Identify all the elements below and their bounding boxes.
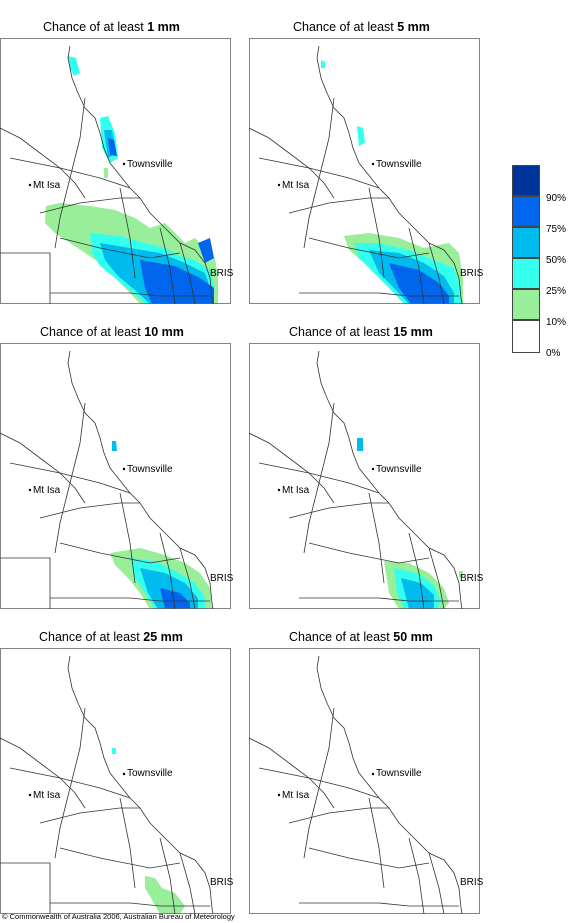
townsville-dot [123,773,125,775]
label-bris-10mm: BRIS [210,573,233,584]
boundaries [249,344,480,610]
label-mt-isa-25mm: Mt Isa [33,790,60,801]
townsville-dot [372,163,374,165]
legend-swatch-50 [512,227,540,258]
label-townsville-5mm: Townsville [376,159,422,170]
rain-shading [321,60,463,304]
mt-isa-dot [29,794,31,796]
label-townsville-10mm: Townsville [127,464,173,475]
townsville-dot [123,163,125,165]
panel-title-25mm: Chance of at least 25 mm [39,630,183,644]
boundaries [0,649,231,915]
boundaries [249,649,480,915]
panel-title-50mm: Chance of at least 50 mm [289,630,433,644]
label-mt-isa-50mm: Mt Isa [282,790,309,801]
mt-isa-dot [278,489,280,491]
label-bris-50mm: BRIS [460,877,483,888]
copyright-footer: © Commonwealth of Australia 2006, Austra… [2,912,235,921]
legend-swatch-0 [512,320,540,353]
legend-label-25: 25% [546,286,566,297]
rain-shading [45,56,218,304]
map-panel-15mm [249,343,480,609]
panel-title-15mm: Chance of at least 15 mm [289,325,433,339]
map-panel-25mm [0,648,231,914]
mt-isa-dot [29,489,31,491]
panel-title-5mm: Chance of at least 5 mm [293,20,430,34]
label-bris-25mm: BRIS [210,877,233,888]
label-mt-isa-5mm: Mt Isa [282,180,309,191]
map-panel-5mm [249,38,480,304]
townsville-dot [123,468,125,470]
map-panel-50mm [249,648,480,914]
label-bris-5mm: BRIS [460,268,483,279]
label-townsville-15mm: Townsville [376,464,422,475]
legend-label-75: 75% [546,224,566,235]
map-panel-10mm [0,343,231,609]
label-townsville-1mm: Townsville [127,159,173,170]
mt-isa-dot [278,794,280,796]
legend-label-50: 50% [546,255,566,266]
label-bris-1mm: BRIS [210,268,233,279]
legend-swatch-10 [512,289,540,320]
legend-swatch-90 [512,165,540,196]
boundaries [0,344,231,610]
mt-isa-dot [278,184,280,186]
label-mt-isa-1mm: Mt Isa [33,180,60,191]
legend-swatch-75 [512,196,540,227]
panel-title-10mm: Chance of at least 10 mm [40,325,184,339]
townsville-dot [372,468,374,470]
legend-label-10: 10% [546,317,566,328]
label-townsville-25mm: Townsville [127,768,173,779]
legend [512,165,540,353]
legend-label-0: 0% [546,348,560,359]
label-mt-isa-10mm: Mt Isa [33,485,60,496]
panel-title-1mm: Chance of at least 1 mm [43,20,180,34]
map-panel-1mm [0,38,231,304]
label-mt-isa-15mm: Mt Isa [282,485,309,496]
label-townsville-50mm: Townsville [376,768,422,779]
townsville-dot [372,773,374,775]
mt-isa-dot [29,184,31,186]
label-bris-15mm: BRIS [460,573,483,584]
legend-label-90: 90% [546,193,566,204]
legend-swatch-25 [512,258,540,289]
